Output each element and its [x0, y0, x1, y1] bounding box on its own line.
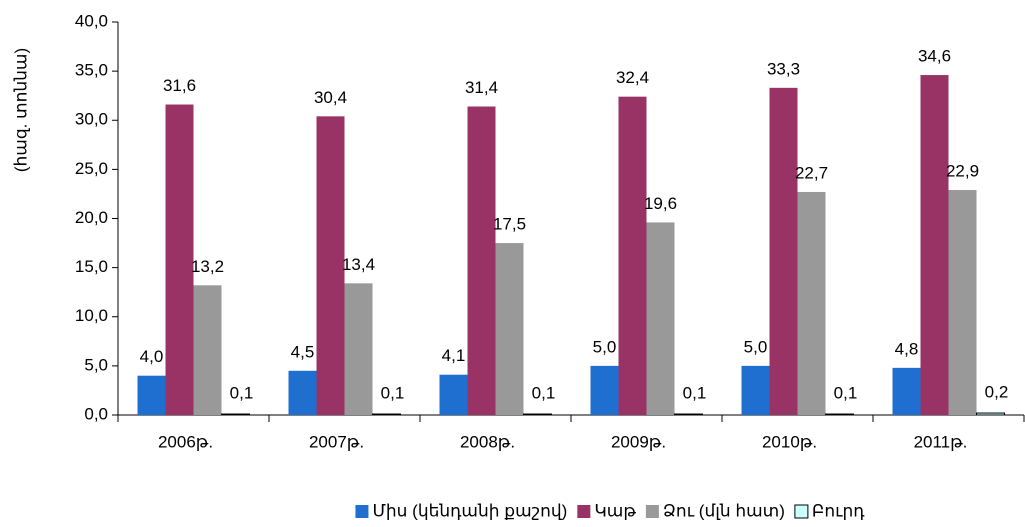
bar — [892, 367, 921, 415]
value-label: 31,4 — [465, 78, 498, 97]
legend-label: Կաթ — [594, 501, 636, 520]
value-label: 5,0 — [593, 337, 617, 356]
value-label: 0,1 — [834, 384, 858, 403]
bar — [193, 285, 222, 415]
value-label: 22,7 — [795, 163, 828, 182]
legend-label: Ձու (մլն հատ) — [663, 501, 785, 520]
value-label: 19,6 — [644, 194, 677, 213]
legend-label: Միս (կենդանի քաշով) — [372, 501, 567, 520]
legend: Միս (կենդանի քաշով) Կաթ Ձու (մլն հատ) Բուրդ — [355, 501, 865, 520]
value-label: 4,8 — [895, 339, 919, 358]
bar — [769, 87, 798, 415]
legend-swatch — [577, 505, 591, 518]
bar — [439, 374, 468, 415]
y-tick-label: 0,0 — [84, 404, 108, 423]
y-axis-label: (հազ. տոննա) — [11, 48, 30, 172]
x-tick-label: 2008թ. — [460, 432, 515, 451]
bar — [618, 96, 647, 416]
bar — [495, 243, 524, 415]
bar — [948, 190, 977, 415]
legend-swatch — [645, 505, 659, 518]
bar — [646, 222, 675, 415]
bar — [523, 413, 552, 416]
value-label: 0,1 — [532, 384, 556, 403]
value-label: 4,5 — [291, 342, 315, 361]
bar — [372, 413, 401, 416]
y-tick-label: 25,0 — [75, 159, 108, 178]
legend-label: Բուրդ — [812, 501, 865, 520]
value-label: 0,1 — [230, 384, 254, 403]
bar — [344, 283, 373, 415]
bar — [137, 375, 166, 415]
value-label: 32,4 — [616, 68, 649, 87]
value-label: 13,4 — [342, 255, 375, 274]
bar — [165, 104, 194, 415]
value-label: 5,0 — [744, 337, 768, 356]
x-tick-label: 2010թ. — [762, 432, 817, 451]
bar — [590, 365, 619, 415]
value-label: 17,5 — [493, 215, 526, 234]
bar — [825, 413, 854, 416]
x-tick-label: 2011թ. — [914, 432, 968, 451]
y-tick-label: 15,0 — [75, 257, 108, 276]
value-label: 0,1 — [683, 384, 707, 403]
y-tick-label: 10,0 — [75, 306, 108, 325]
value-label: 30,4 — [314, 88, 347, 107]
y-tick-label: 40,0 — [75, 11, 108, 30]
value-label: 34,6 — [918, 47, 951, 66]
value-label: 13,2 — [191, 257, 224, 276]
value-label: 31,6 — [163, 76, 196, 95]
bar — [467, 106, 496, 416]
x-tick-label: 2006թ. — [158, 432, 213, 451]
bar — [674, 413, 703, 416]
value-label: 4,0 — [140, 347, 164, 366]
y-tick-label: 20,0 — [75, 208, 108, 227]
y-tick-label: 5,0 — [84, 355, 108, 374]
bar — [976, 412, 1005, 416]
value-label: 0,2 — [985, 383, 1009, 402]
bar — [920, 75, 949, 416]
value-label: 33,3 — [767, 59, 800, 78]
bar — [797, 191, 826, 415]
value-label: 0,1 — [381, 384, 405, 403]
value-label: 4,1 — [442, 346, 466, 365]
value-label: 22,9 — [946, 161, 979, 180]
x-tick-label: 2009թ. — [611, 432, 666, 451]
legend-swatch — [355, 505, 369, 518]
x-tick-label: 2007թ. — [309, 432, 364, 451]
bar — [288, 370, 317, 415]
bar — [316, 116, 345, 415]
y-tick-label: 30,0 — [75, 110, 108, 129]
legend-swatch — [794, 504, 809, 519]
bar — [221, 413, 250, 416]
y-tick-label: 35,0 — [75, 61, 108, 80]
bar — [741, 365, 770, 415]
